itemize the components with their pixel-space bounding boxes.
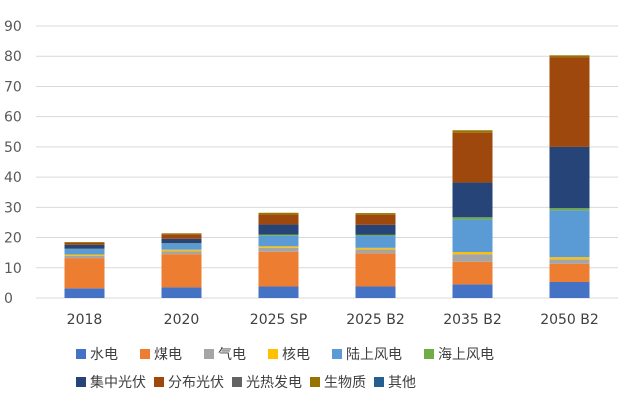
bar-segment [65, 288, 105, 298]
y-tick-label: 50 [4, 140, 22, 156]
bar-segment [453, 252, 493, 254]
x-tick-label: 2025 B2 [346, 312, 405, 328]
legend-swatch [268, 349, 278, 359]
bar-segment [259, 215, 299, 225]
bar-segment [162, 234, 202, 239]
bar-segment [162, 251, 202, 254]
bar-segment [356, 248, 396, 250]
bar-segment [550, 264, 590, 282]
legend-swatch [76, 349, 86, 359]
legend-label: 其他 [388, 375, 416, 391]
legend-label: 集中光伏 [90, 374, 146, 391]
legend-swatch [232, 377, 242, 387]
bar-segment [162, 287, 202, 298]
bar-segment [259, 248, 299, 252]
bar-segment [356, 253, 396, 286]
legend-swatch [140, 349, 150, 359]
bar-segment [453, 219, 493, 252]
bar-segment [453, 254, 493, 262]
legend-label: 陆上风电 [346, 347, 402, 363]
legend-label: 光热发电 [246, 375, 302, 391]
bar-segment [550, 208, 590, 210]
legend-label: 分布光伏 [168, 375, 224, 391]
bar-segment [550, 57, 590, 147]
bar-segment [65, 256, 105, 258]
bar-segment [162, 254, 202, 287]
x-tick-label: 2050 B2 [540, 312, 599, 328]
bar-segment [162, 244, 202, 250]
bar-segment [65, 254, 105, 255]
legend-swatch [332, 349, 342, 359]
legend-label: 气电 [218, 347, 246, 363]
x-tick-label: 2035 B2 [443, 312, 502, 328]
bar-segment [259, 287, 299, 298]
y-tick-label: 60 [4, 110, 22, 126]
bar-segment [453, 130, 493, 132]
bar-segment [453, 217, 493, 219]
legend-label: 核电 [282, 347, 310, 363]
legend-swatch [204, 349, 214, 359]
y-tick-label: 20 [4, 231, 22, 247]
legend-swatch [310, 377, 320, 387]
bar-segment [259, 235, 299, 236]
bar-segment [550, 282, 590, 298]
bar-segment [453, 262, 493, 285]
bar-segment [356, 236, 396, 248]
bar-segment [65, 245, 105, 249]
bar-segment [259, 246, 299, 248]
y-tick-label: 30 [4, 200, 22, 216]
legend-swatch [76, 377, 86, 387]
x-tick-label: 2018 [67, 312, 103, 328]
bar-segment [356, 249, 396, 253]
legend-swatch [154, 377, 164, 387]
legend-label: 生物质 [324, 375, 366, 391]
bar-segment [550, 259, 590, 264]
bar-segment [356, 235, 396, 236]
bar-segment [259, 225, 299, 235]
x-tick-label: 2020 [164, 312, 200, 328]
bar-segment [65, 242, 105, 243]
legend-label: 海上风电 [438, 347, 494, 363]
legend-label: 水电 [90, 347, 118, 363]
legend-label: 煤电 [154, 347, 182, 363]
y-tick-label: 0 [4, 291, 13, 307]
bar-segment [356, 215, 396, 225]
bar-segment [453, 133, 493, 183]
bar-segment [259, 252, 299, 287]
bar-segment [162, 239, 202, 244]
legend-swatch [374, 377, 384, 387]
legend-swatch [424, 349, 434, 359]
bar-segment [65, 258, 105, 288]
bar-segment [550, 147, 590, 208]
bar-segment [356, 213, 396, 215]
bar-segment [550, 210, 590, 257]
bar-segment [356, 225, 396, 235]
y-tick-label: 70 [4, 79, 22, 95]
bar-segment [550, 55, 590, 57]
x-tick-label: 2025 SP [250, 312, 307, 328]
bar-segment [550, 257, 590, 259]
bar-segment [162, 250, 202, 252]
y-tick-label: 40 [4, 170, 22, 186]
bar-segment [259, 236, 299, 247]
bar-segment [65, 249, 105, 254]
bar-segment [356, 287, 396, 298]
y-tick-label: 10 [4, 261, 22, 277]
y-tick-label: 80 [4, 49, 22, 65]
bar-segment [453, 284, 493, 298]
bar-segment [259, 213, 299, 215]
y-tick-label: 90 [4, 19, 22, 35]
bar-segment [162, 233, 202, 234]
bar-segment [453, 183, 493, 218]
bar-segment [65, 243, 105, 245]
